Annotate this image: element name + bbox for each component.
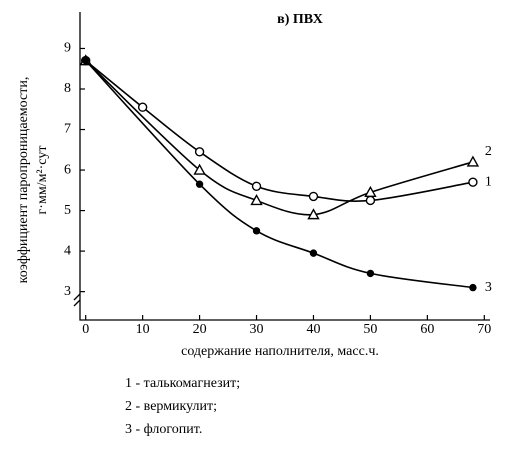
y-tick-label: 8 [64, 81, 71, 96]
marker [366, 269, 375, 278]
legend-entry: 1 - талькомагнезит; [125, 376, 240, 391]
marker [193, 163, 206, 175]
marker [365, 195, 376, 206]
marker [308, 191, 319, 202]
x-axis-label: содержание наполнителя, масс.ч. [181, 344, 379, 359]
legend-entry: 3 - флогопит. [125, 422, 202, 437]
y-axis-label: г·мм/м²·сут [35, 146, 50, 215]
series-label: 2 [485, 144, 492, 159]
axis-break [73, 293, 81, 307]
marker [466, 155, 480, 167]
marker [81, 56, 90, 65]
x-tick-label: 70 [477, 322, 491, 337]
marker [307, 208, 320, 220]
series-label: 1 [485, 174, 492, 189]
x-tick-label: 30 [250, 322, 264, 337]
marker [469, 283, 477, 292]
series-line [85, 60, 474, 216]
x-tick-label: 60 [420, 322, 434, 337]
series-label: 3 [485, 280, 492, 295]
y-tick-label: 6 [64, 162, 71, 177]
y-tick-label: 3 [64, 284, 71, 299]
marker [251, 181, 262, 191]
y-tick-label: 5 [64, 203, 71, 218]
x-tick-label: 0 [82, 322, 89, 337]
marker [250, 194, 263, 206]
series-line [85, 60, 474, 202]
x-tick-label: 40 [306, 322, 320, 337]
y-axis-label: коэффициент паропроницаемости, [16, 77, 31, 284]
x-tick-label: 10 [136, 322, 150, 337]
series-line [85, 60, 474, 289]
marker [137, 102, 148, 112]
axes [79, 12, 490, 321]
marker [468, 177, 478, 187]
marker [252, 227, 261, 235]
y-tick-label: 7 [64, 122, 71, 137]
marker [195, 180, 204, 188]
marker [364, 185, 377, 198]
x-tick-label: 50 [363, 322, 377, 337]
chart-title: в) ПВХ [277, 12, 323, 27]
y-tick-label: 4 [64, 243, 71, 258]
marker [309, 249, 318, 257]
marker [194, 147, 205, 157]
legend-entry: 2 - вермикулит; [125, 399, 217, 414]
y-tick-label: 9 [64, 41, 71, 56]
x-tick-label: 20 [193, 322, 207, 337]
